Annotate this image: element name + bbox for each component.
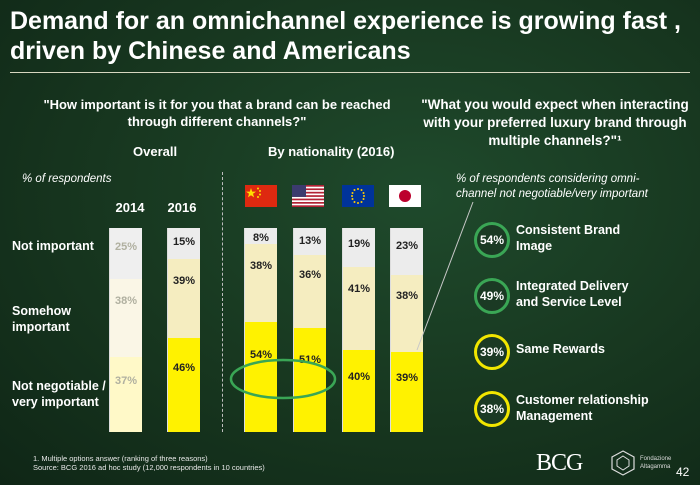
eu-flag-icon <box>342 185 374 207</box>
bar-segment: 41% <box>342 266 375 351</box>
bar-label: 39% <box>172 274 196 287</box>
bar-label: 38% <box>114 294 138 307</box>
bar-label: 38% <box>249 259 273 272</box>
pct-respondents-label: % of respondents <box>22 173 112 185</box>
year-label-2016: 2016 <box>167 200 197 215</box>
bar-segment: 19% <box>342 228 375 267</box>
nationality-header: By nationality (2016) <box>268 144 395 159</box>
footnote-1: 1. Multiple options answer (ranking of t… <box>33 454 208 463</box>
score-circle: 54% <box>474 222 510 258</box>
section-separator <box>222 172 223 432</box>
usa-flag-icon <box>292 185 324 207</box>
bar-label: 36% <box>298 269 322 282</box>
bar-segment: 25% <box>109 228 142 279</box>
slide-title: Demand for an omnichannel experience is … <box>10 7 681 65</box>
page-number: 42 <box>676 465 690 479</box>
score-circle: 49% <box>474 278 510 314</box>
right-subtitle: % of respondents considering omni-channe… <box>456 173 648 200</box>
reason-label: Consistent Brand Image <box>516 223 621 253</box>
bar-segment: 38% <box>109 279 142 357</box>
bar-segment: 8% <box>244 228 277 245</box>
score-circle: 39% <box>474 334 510 370</box>
row-label-not-important: Not important <box>12 239 94 253</box>
bar-label: 54% <box>249 349 273 362</box>
bar-segment: 40% <box>342 350 375 432</box>
altagamma-logo-icon <box>611 450 635 476</box>
bar-label: 23% <box>395 239 419 252</box>
bar-segment: 38% <box>390 274 423 353</box>
title-rule <box>10 72 690 73</box>
bar-segment: 46% <box>167 338 200 432</box>
connector-lines <box>416 201 474 351</box>
bar-label: 8% <box>253 232 269 245</box>
bar-segment: 39% <box>390 352 423 432</box>
highlight-oval <box>229 358 337 400</box>
bar-label: 19% <box>347 237 371 250</box>
bar-segment: 37% <box>109 356 142 432</box>
bar-label: 15% <box>172 235 196 248</box>
score-value: 49% <box>479 289 505 303</box>
year-label-2014: 2014 <box>115 200 145 215</box>
left-question: "How important is it for you that a bran… <box>43 97 391 129</box>
bar-segment: 38% <box>244 244 277 322</box>
score-value: 54% <box>479 233 505 247</box>
bar-segment: 54% <box>244 321 277 432</box>
bar-segment: 36% <box>293 254 326 328</box>
score-value: 39% <box>479 345 505 359</box>
row-label-very-important: Not negotiable / very important <box>12 379 106 409</box>
bcg-logo: BCG <box>536 450 583 476</box>
bar-label: 25% <box>114 240 138 253</box>
right-question: "What you would expect when interacting … <box>421 97 689 148</box>
altagamma-logo-text: Fondazione Altagamma <box>640 456 672 470</box>
bar-segment: 13% <box>293 228 326 255</box>
bar-label: 38% <box>395 290 419 303</box>
bar-label: 46% <box>172 361 196 374</box>
bar-segment: 15% <box>167 228 200 259</box>
bar-label: 13% <box>298 234 322 247</box>
bar-segment: 23% <box>390 228 423 275</box>
bar-label: 37% <box>114 375 138 388</box>
japan-flag-icon <box>389 185 421 207</box>
row-label-somehow: Somehow important <box>12 304 72 334</box>
score-circle: 38% <box>474 391 510 427</box>
china-flag-icon <box>245 185 277 207</box>
bar-label: 41% <box>347 283 371 296</box>
bar-label: 39% <box>395 372 419 385</box>
reason-label: Same Rewards <box>516 342 605 356</box>
score-value: 38% <box>479 402 505 416</box>
footnote: 1. Multiple options answer (ranking of t… <box>33 454 265 472</box>
bar-segment: 39% <box>167 258 200 339</box>
reason-label: Customer relationship Management <box>516 393 649 423</box>
reason-label: Integrated Delivery and Service Level <box>516 279 629 309</box>
footnote-source: Source: BCG 2016 ad hoc study (12,000 re… <box>33 463 265 472</box>
overall-header: Overall <box>133 144 178 159</box>
bar-label: 40% <box>347 370 371 383</box>
bar-segment: 51% <box>293 327 326 432</box>
